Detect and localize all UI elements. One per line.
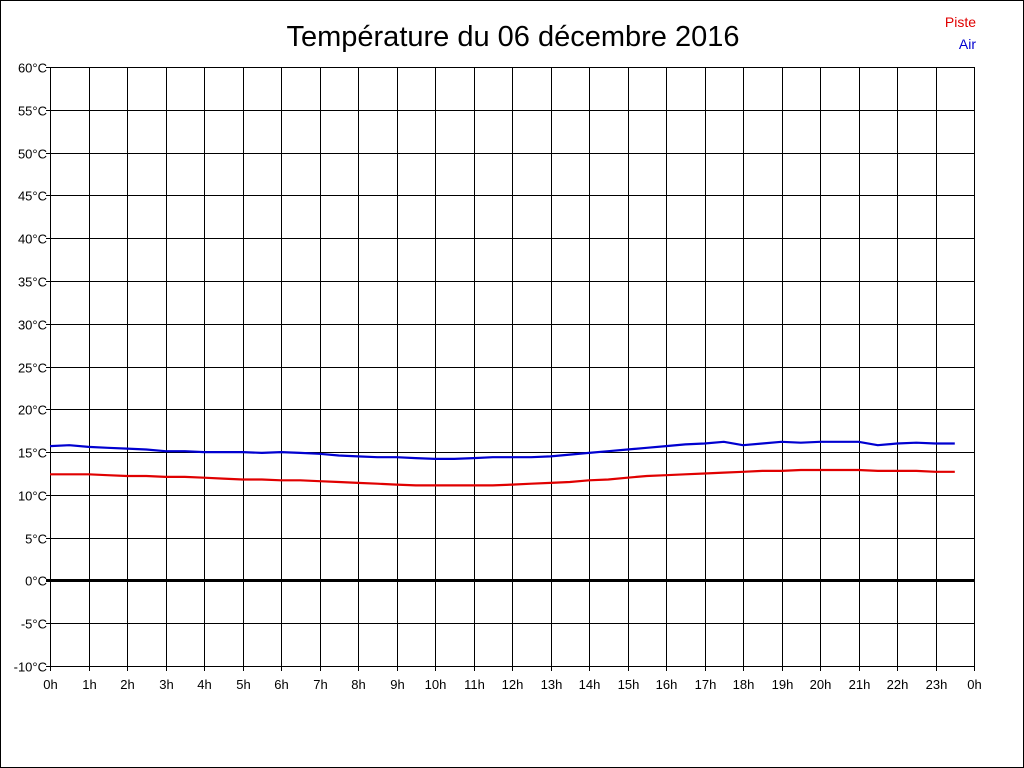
x-tick-label: 5h: [236, 677, 250, 692]
x-tick-label: 15h: [618, 677, 640, 692]
x-tick-label: 8h: [351, 677, 365, 692]
x-tick-label: 6h: [274, 677, 288, 692]
y-tick-label: 0°C: [25, 574, 47, 589]
y-tick-label: 15°C: [18, 446, 47, 461]
y-tick-label: 35°C: [18, 275, 47, 290]
x-tick-label: 19h: [772, 677, 794, 692]
legend-entry-air: Air: [959, 36, 976, 52]
chart-title: Température du 06 décembre 2016: [286, 21, 739, 53]
x-tick-label: 3h: [159, 677, 173, 692]
legend-entry-piste: Piste: [945, 14, 976, 30]
x-tick-label: 17h: [695, 677, 717, 692]
x-tick-label: 9h: [390, 677, 404, 692]
y-tick-label: 60°C: [18, 61, 47, 76]
x-tick-label: 1h: [82, 677, 96, 692]
x-tick-label: 21h: [849, 677, 871, 692]
series-line-piste: [50, 468, 955, 487]
y-tick-label: 40°C: [18, 232, 47, 247]
y-tick-label: 20°C: [18, 403, 47, 418]
x-tick-label: 11h: [464, 677, 485, 692]
y-tick-label: 55°C: [18, 104, 47, 119]
axes: 0h 1h 2h 3h 4h 5h 6h 7h 8h 9h 10h 11h 12h 13h 14h 15h 16…: [14, 61, 982, 693]
series-lines: [49, 440, 955, 487]
x-tick-label: 20h: [810, 677, 832, 692]
y-tick-label: -5°C: [21, 617, 47, 632]
x-tick-label: 2h: [120, 677, 134, 692]
y-tick-label: 5°C: [25, 532, 47, 547]
grid: [46, 67, 975, 671]
x-tick-label: 12h: [502, 677, 524, 692]
legend: Piste Air: [945, 14, 976, 52]
y-tick-label: -10°C: [14, 660, 47, 675]
y-tick-label: 25°C: [18, 361, 47, 376]
x-tick-label: 7h: [313, 677, 327, 692]
x-tick-label: 0h: [43, 677, 57, 692]
x-tick-label: 0h: [967, 677, 981, 692]
x-tick-label: 18h: [733, 677, 755, 692]
series-line-air: [49, 440, 955, 460]
x-tick-label: 4h: [197, 677, 211, 692]
x-tick-label: 14h: [579, 677, 601, 692]
x-tick-label: 10h: [425, 677, 447, 692]
x-tick-label: 16h: [656, 677, 678, 692]
y-tick-label: 45°C: [18, 189, 47, 204]
x-tick-label: 23h: [926, 677, 948, 692]
x-tick-label: 13h: [541, 677, 563, 692]
x-tick-label: 22h: [887, 677, 909, 692]
y-tick-label: 50°C: [18, 147, 47, 162]
y-tick-label: 10°C: [18, 489, 47, 504]
y-tick-label: 30°C: [18, 318, 47, 333]
